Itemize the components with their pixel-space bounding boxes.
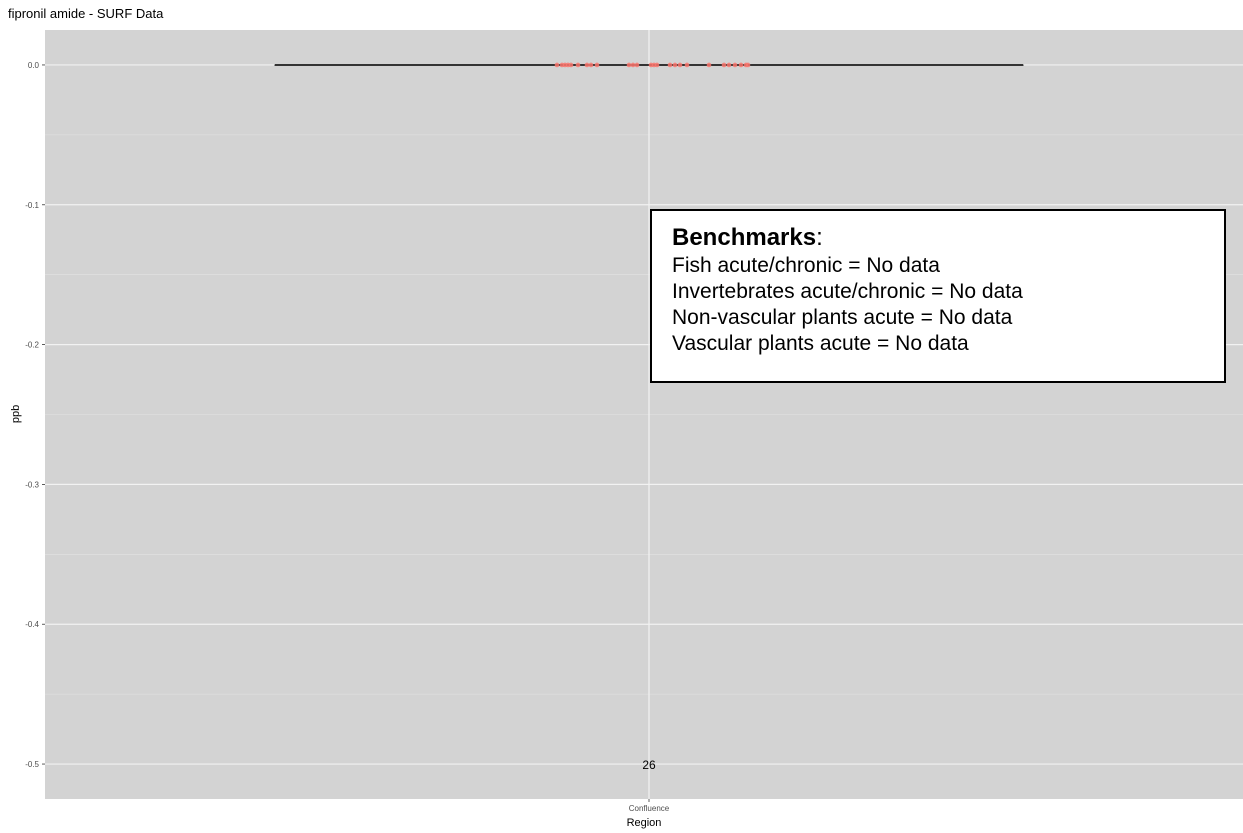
y-tick-label: 0.0 xyxy=(28,61,40,70)
y-tick-label: -0.1 xyxy=(25,201,39,210)
data-point xyxy=(684,62,690,68)
data-point xyxy=(584,62,590,68)
chart-title: fipronil amide - SURF Data xyxy=(8,6,164,21)
y-tick-label: -0.5 xyxy=(25,760,39,769)
data-point xyxy=(626,62,632,68)
data-point xyxy=(706,62,712,68)
data-point xyxy=(554,62,560,68)
data-point xyxy=(726,62,732,68)
data-point xyxy=(630,62,636,68)
data-point xyxy=(672,62,678,68)
data-point xyxy=(594,62,600,68)
x-tick-label: Confluence xyxy=(629,804,670,813)
data-point xyxy=(721,62,727,68)
y-tick-label: -0.4 xyxy=(25,620,39,629)
benchmarks-heading: Benchmarks: xyxy=(672,223,1206,253)
data-point xyxy=(575,62,581,68)
y-tick-label: -0.3 xyxy=(25,480,39,489)
data-point xyxy=(745,62,751,68)
data-point xyxy=(667,62,673,68)
x-axis-title: Region xyxy=(627,817,662,829)
data-point xyxy=(654,62,660,68)
data-point xyxy=(588,62,594,68)
benchmarks-box: Benchmarks: Fish acute/chronic = No data… xyxy=(650,209,1226,383)
benchmark-nonvascular-plants: Non-vascular plants acute = No data xyxy=(672,306,1013,329)
y-axis-title: ppb xyxy=(10,405,22,423)
data-point xyxy=(634,62,640,68)
benchmarks-heading-bold: Benchmarks xyxy=(672,224,817,251)
count-label: 26 xyxy=(642,758,656,772)
data-point xyxy=(568,62,574,68)
data-point xyxy=(732,62,738,68)
data-point xyxy=(677,62,683,68)
benchmarks-heading-colon: : xyxy=(816,224,823,251)
y-tick-label: -0.2 xyxy=(25,341,39,350)
benchmark-invertebrates: Invertebrates acute/chronic = No data xyxy=(672,280,1023,303)
benchmark-vascular-plants: Vascular plants acute = No data xyxy=(672,332,969,355)
benchmark-fish: Fish acute/chronic = No data xyxy=(672,254,940,277)
data-point xyxy=(738,62,744,68)
